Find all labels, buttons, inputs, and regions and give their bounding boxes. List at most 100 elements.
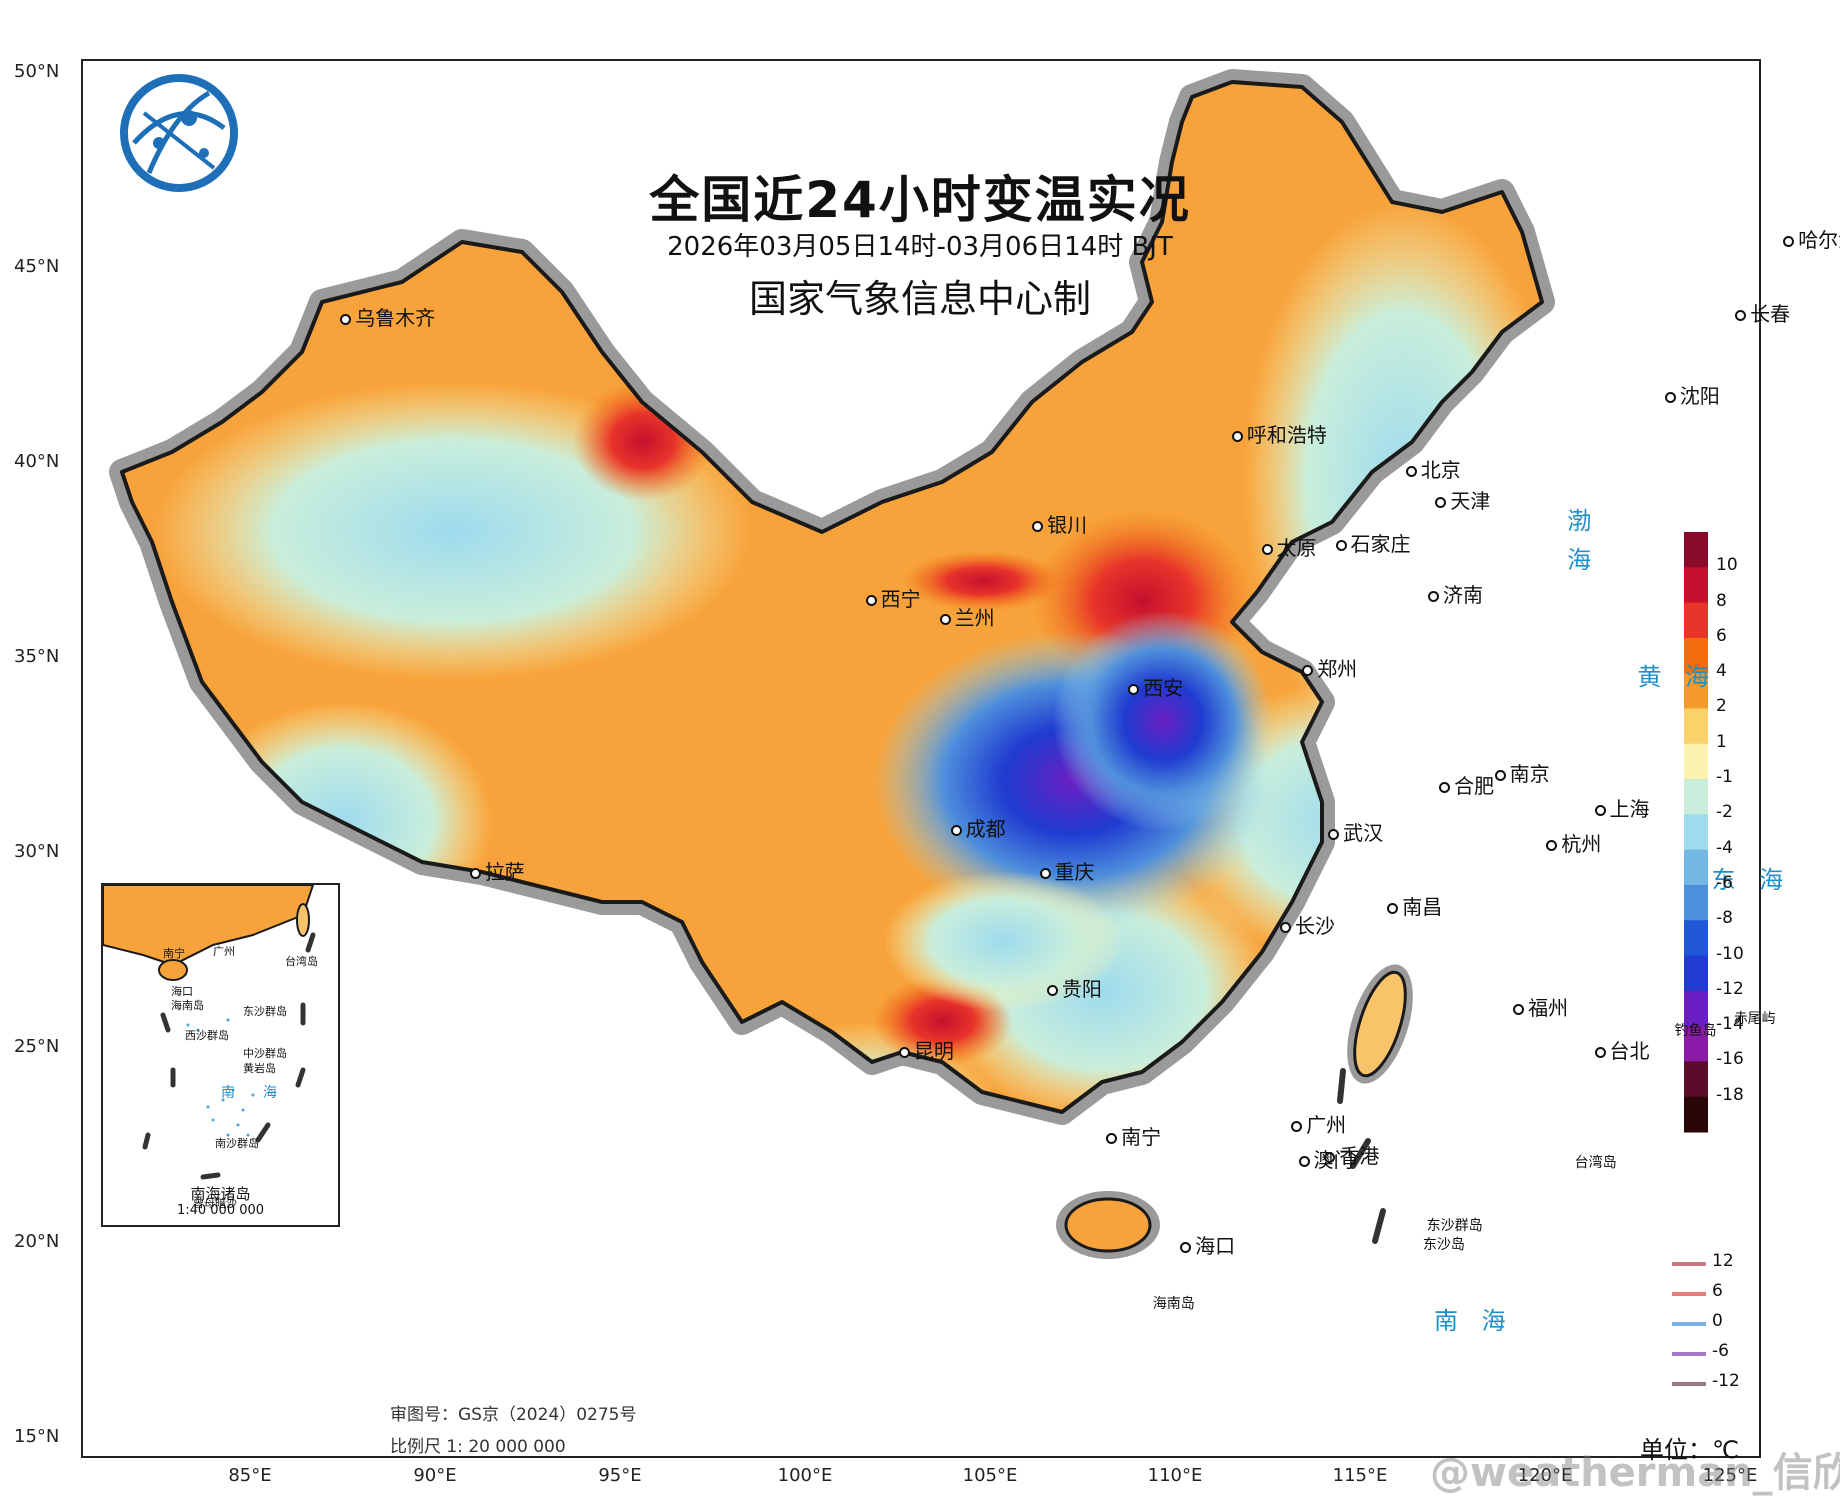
inset-place-label: 西沙群岛 [185,1029,229,1042]
boundary-dashes [1337,1068,1386,1244]
colorbar-tick-label: -14 [1716,1014,1744,1035]
city-name: 南昌 [1402,894,1443,919]
colorbar-tick-label: -16 [1716,1049,1744,1070]
city-name: 南宁 [1121,1124,1162,1149]
city-name: 兰州 [954,606,995,631]
city-name: 贵阳 [1061,976,1102,1001]
city-marker-icon [1428,590,1439,602]
island-label: 台湾岛 [1574,1155,1617,1172]
city-label: 石家庄 [1335,528,1411,557]
inset-title: 南海诸岛 [190,1185,251,1203]
city-name: 长沙 [1295,914,1335,939]
city-label: 太原 [1261,532,1317,561]
colorbar-tick-label: -18 [1716,1084,1744,1105]
colorbar-tick-label: -2 [1716,802,1733,823]
city-marker-icon [1594,805,1606,817]
city-label: 台北 [1594,1035,1650,1064]
sea-label: 渤 [1567,507,1600,535]
city-name: 成都 [965,816,1006,841]
colorbar-tick-label: -6 [1716,872,1733,893]
city-label: 银川 [1032,509,1087,538]
city-name: 昆明 [913,1039,954,1063]
city-label: 长沙 [1280,910,1335,939]
city-name: 重庆 [1054,859,1095,884]
inset-place-label: 南宁 [163,947,185,960]
city-name: 银川 [1047,512,1088,537]
island-label: 钓鱼岛 [1674,1022,1717,1039]
city-label: 杭州 [1546,828,1601,857]
lat-label: 20°N [14,1231,60,1252]
inset-scale: 1:40 000 000 [176,1203,265,1218]
city-marker-icon [1261,543,1273,555]
city-marker-icon [1231,430,1243,442]
map-title: 全国近24小时变温实况 [649,171,1191,229]
colorbar-segment [1684,743,1708,780]
city-name: 澳门 [1313,1148,1354,1173]
isotherm-legend-label: -6 [1712,1341,1729,1361]
city-label: 香港 [1324,1140,1379,1169]
city-marker-icon [1032,520,1044,532]
city-name: 西安 [1143,676,1184,701]
lat-label: 50°N [14,61,60,82]
sea-label: 南 海 [1434,1306,1514,1335]
approval-number: 审图号：GS京（2024）0275号 [390,1405,637,1425]
lon-label: 85°E [228,1465,272,1486]
sea-label: 海 [1567,546,1600,574]
city-marker-icon [1291,1121,1303,1133]
isotherm-legend-label: 12 [1712,1251,1734,1271]
lat-label: 25°N [14,1036,60,1057]
lat-label: 40°N [14,451,60,472]
colorbar-segment [1684,884,1708,921]
isotherm-legend-lines [1672,1262,1706,1386]
city-marker-icon [1783,235,1795,247]
city-name: 哈尔滨 [1798,227,1840,252]
city-name: 天津 [1450,489,1491,514]
colorbar-tick-label: 2 [1716,696,1727,717]
city-name: 海口 [1195,1234,1236,1258]
city-label: 重庆 [1039,856,1095,885]
colorbar-segment [1684,990,1708,1027]
lon-label: 110°E [1147,1465,1203,1486]
lat-label: 45°N [14,256,60,277]
isotherm-legend-label: 6 [1712,1281,1723,1301]
colorbar-tick-label: 4 [1716,661,1727,682]
city-label: 西安 [1128,672,1183,701]
island-label: 赤尾屿 [1733,1011,1776,1027]
city-label: 广州 [1291,1109,1346,1138]
island-label: 海南岛 [1152,1295,1195,1312]
lon-label: 120°E [1517,1465,1573,1486]
taiwan-island-shape [1347,964,1413,1084]
city-label: 天津 [1435,485,1490,514]
city-marker-icon [939,614,951,626]
cma-globe-logo-icon [120,74,238,192]
colorbar-segment [1684,1061,1708,1098]
city-name: 郑州 [1317,656,1358,681]
city-marker-icon [1735,309,1747,321]
city-label: 郑州 [1302,653,1357,682]
city-name: 长春 [1750,301,1791,326]
lon-label: 115°E [1332,1465,1388,1486]
sea-label: 东 海 [1711,865,1792,894]
city-marker-icon [865,594,877,606]
colorbar-segment [1684,920,1708,957]
colorbar-segment [1684,532,1708,568]
isotherm-legend-label: -12 [1712,1371,1740,1391]
colorbar-segment [1684,779,1708,815]
city-marker-icon [1435,497,1447,509]
inset-place-label: 南 [221,1085,235,1101]
city-name: 呼和浩特 [1246,422,1327,447]
inset-place-label: 南沙群岛 [215,1137,259,1150]
temperature-change-map [109,69,1708,1386]
sea-label: 黄 海 [1637,663,1718,691]
colorbar-tick-label: -8 [1716,908,1733,929]
unit-label: 单位：℃ [1640,1436,1739,1464]
inset-place-label: 海南岛 [171,999,204,1012]
city-marker-icon [1039,867,1051,879]
city-label: 贵阳 [1046,973,1102,1002]
city-marker-icon [1387,902,1399,914]
city-label: 澳门 [1298,1144,1354,1173]
inset-place-label: 海 [263,1085,277,1101]
lon-label: 125°E [1702,1465,1758,1486]
city-label: 海口 [1180,1230,1235,1259]
producer-label: 国家气象信息中心制 [748,277,1091,321]
